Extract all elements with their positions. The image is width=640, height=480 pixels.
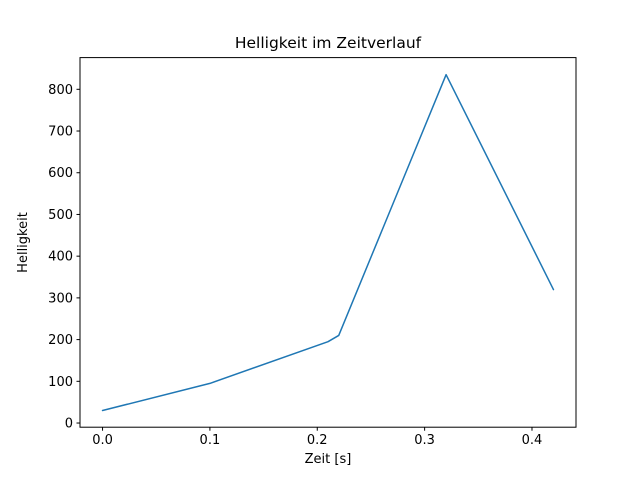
x-tick-label: 0.3 xyxy=(414,433,435,448)
x-tick-label: 0.0 xyxy=(92,433,113,448)
y-tick-label: 300 xyxy=(48,291,73,306)
y-tick-label: 800 xyxy=(48,83,73,98)
y-tick-label: 0 xyxy=(65,417,73,432)
x-axis-label: Zeit [s] xyxy=(305,452,352,467)
chart-title: Helligkeit im Zeitverlauf xyxy=(235,34,422,52)
axis-ticks: 0.0 0.1 0.2 0.3 0.4 0 100 200 300 400 500 600 700 800 xyxy=(48,83,542,448)
y-tick-label: 500 xyxy=(48,208,73,223)
plot-border xyxy=(79,57,577,428)
y-tick-label: 700 xyxy=(48,125,73,140)
x-tick-label: 0.2 xyxy=(307,433,328,448)
y-tick-label: 400 xyxy=(48,250,73,265)
y-tick-label: 600 xyxy=(48,166,73,181)
data-line xyxy=(101,73,555,412)
y-axis-label: Helligkeit xyxy=(16,212,31,273)
x-tick-label: 0.1 xyxy=(200,433,221,448)
y-tick-label: 100 xyxy=(48,375,73,390)
axes-frame xyxy=(79,57,577,428)
x-tick-label: 0.4 xyxy=(522,433,543,448)
y-tick-label: 200 xyxy=(48,333,73,348)
